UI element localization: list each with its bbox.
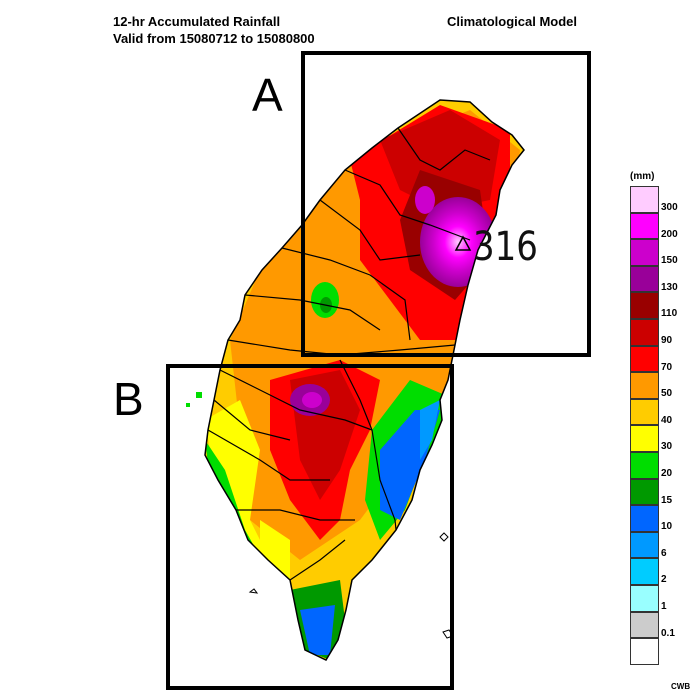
legend-label: 1 [661,600,667,612]
legend-label: 130 [661,281,678,293]
islets [186,392,202,407]
triangle-icon [454,235,472,251]
legend-label: 90 [661,334,673,346]
legend-swatch [630,319,659,346]
legend-label: 110 [661,308,678,320]
legend-swatch [630,505,659,532]
legend-swatch [630,611,659,639]
legend-swatch [630,186,659,213]
box-b [166,364,454,690]
legend-swatch [630,425,659,452]
legend-swatch [630,585,659,612]
legend-swatch [630,531,659,559]
legend-label: 40 [661,414,673,426]
legend-label: 20 [661,467,673,479]
box-b-label: B [113,373,144,425]
legend-swatch [630,345,659,373]
county-boundaries [204,99,525,661]
map-title: 12-hr Accumulated Rainfall [113,14,281,29]
legend-label: 2 [661,574,667,586]
box-a-label: A [252,69,283,121]
legend-label: 30 [661,441,673,453]
legend-label: 150 [661,255,678,267]
legend-label: 0.1 [661,627,675,639]
legend-unit: (mm) [630,171,655,182]
legend-label: 15 [661,494,673,506]
credit: CWB [671,682,691,691]
max-rainfall-value: 316 [473,224,538,270]
valid-period: Valid from 15080712 to 15080800 [113,31,315,46]
legend-label: 200 [661,228,678,240]
box-a [301,51,591,357]
legend-label: 10 [661,521,673,533]
legend-label: 70 [661,361,673,373]
legend-swatch [630,292,659,319]
legend-swatch [630,638,659,665]
legend-label: 6 [661,547,667,559]
legend-swatch [630,478,659,506]
legend-swatch [630,212,659,240]
legend-swatch [630,558,659,585]
legend-label: 300 [661,201,678,213]
legend-label: 50 [661,388,673,400]
legend-swatch [630,372,659,399]
legend-swatch [630,452,659,479]
model-name: Climatological Model [447,14,578,29]
legend-swatch [630,265,659,293]
legend-swatch [630,398,659,426]
legend-swatch [630,239,659,266]
